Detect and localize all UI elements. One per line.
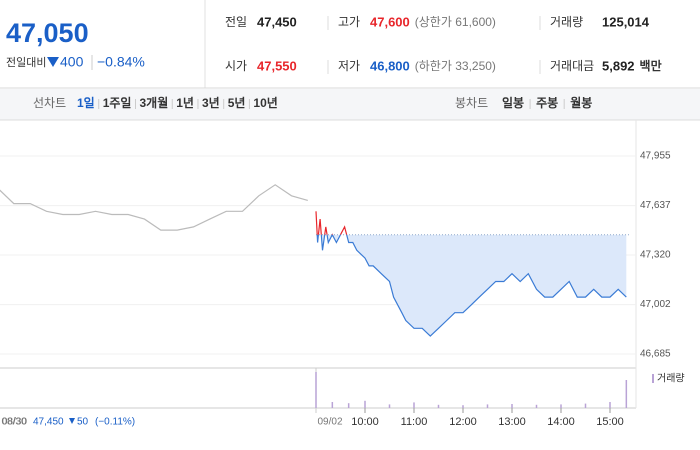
volume-bar	[560, 404, 562, 408]
item-value: 47,550	[257, 58, 297, 73]
y-tick-label: 47,002	[640, 299, 671, 310]
tab[interactable]: 3개월	[139, 95, 168, 110]
tab[interactable]: 주봉	[536, 96, 558, 110]
item-unit: 백만	[640, 58, 662, 73]
x-tick-label: 15:00	[596, 416, 624, 428]
tab[interactable]: 3년	[202, 96, 220, 110]
volume-bar	[437, 404, 440, 408]
volume-bar	[413, 402, 415, 408]
y-tick-label: 47,320	[640, 250, 671, 261]
info-rate: (−0.11%)	[95, 417, 135, 428]
legend-label: 거래량	[657, 373, 685, 385]
info-close: 47,450	[33, 417, 64, 428]
y-tick-label: 46,685	[640, 349, 671, 360]
item-label: 시가	[225, 59, 247, 73]
x-tick-label: 08/30	[1, 417, 26, 428]
tab[interactable]: 1년	[176, 96, 194, 110]
price-line	[316, 234, 627, 337]
volume-bar	[462, 405, 464, 408]
volume-bar	[388, 404, 391, 408]
item-label: 고가	[338, 15, 360, 29]
tab-group-label: 선차트	[33, 96, 66, 110]
volume-bar	[535, 404, 538, 408]
legend-swatch	[652, 374, 654, 383]
item-label: 전일	[225, 15, 247, 29]
item-value: 125,014	[602, 14, 650, 29]
tab-group-label: 봉차트	[455, 96, 488, 110]
tab[interactable]: 일봉	[502, 96, 524, 110]
tab[interactable]: 1주일	[103, 96, 132, 110]
x-tick-label: 09/02	[317, 417, 342, 428]
item-note: (하한가 33,250)	[415, 59, 496, 73]
y-tick-label: 47,955	[640, 151, 671, 162]
tab-bar	[0, 89, 700, 120]
price-line	[0, 184, 308, 231]
volume-bar	[347, 403, 350, 408]
volume-bar	[584, 403, 587, 408]
x-tick-label: 10:00	[351, 416, 379, 428]
quote-panel	[0, 0, 700, 88]
x-tick-label: 14:00	[547, 416, 575, 428]
tab[interactable]: 5년	[228, 96, 246, 110]
item-value: 47,600	[370, 14, 410, 29]
tab[interactable]: 10년	[253, 96, 277, 110]
down-icon	[69, 418, 75, 424]
volume-bar	[315, 372, 317, 408]
volume-bar	[331, 402, 334, 408]
tab[interactable]: 1일	[77, 96, 95, 110]
info-change: 50	[77, 417, 89, 428]
x-tick-label: 13:00	[498, 416, 526, 428]
area	[317, 234, 627, 337]
item-label: 거래대금	[550, 59, 594, 73]
volume-bar	[486, 404, 489, 408]
change-label: 전일대비	[6, 55, 46, 69]
item-value: 5,892	[602, 58, 635, 73]
volume-bar	[511, 404, 513, 408]
item-label: 거래량	[550, 15, 583, 29]
x-tick-label: 11:00	[401, 416, 428, 428]
change: 400	[60, 54, 84, 70]
volume-bar	[609, 402, 611, 408]
item-note: (상한가 61,600)	[415, 15, 496, 29]
rate: −0.84%	[97, 54, 145, 70]
info-date: 08/30	[2, 417, 27, 428]
price: 47,050	[6, 18, 89, 48]
volume-bar	[364, 400, 366, 408]
item-value: 47,450	[257, 14, 297, 29]
x-tick-label: 12:00	[449, 416, 477, 428]
y-tick-label: 47,637	[640, 200, 671, 211]
down-icon	[47, 57, 59, 67]
item-label: 저가	[338, 59, 360, 73]
volume-bar	[625, 380, 628, 408]
item-value: 46,800	[370, 58, 410, 73]
tab[interactable]: 월봉	[570, 95, 592, 110]
